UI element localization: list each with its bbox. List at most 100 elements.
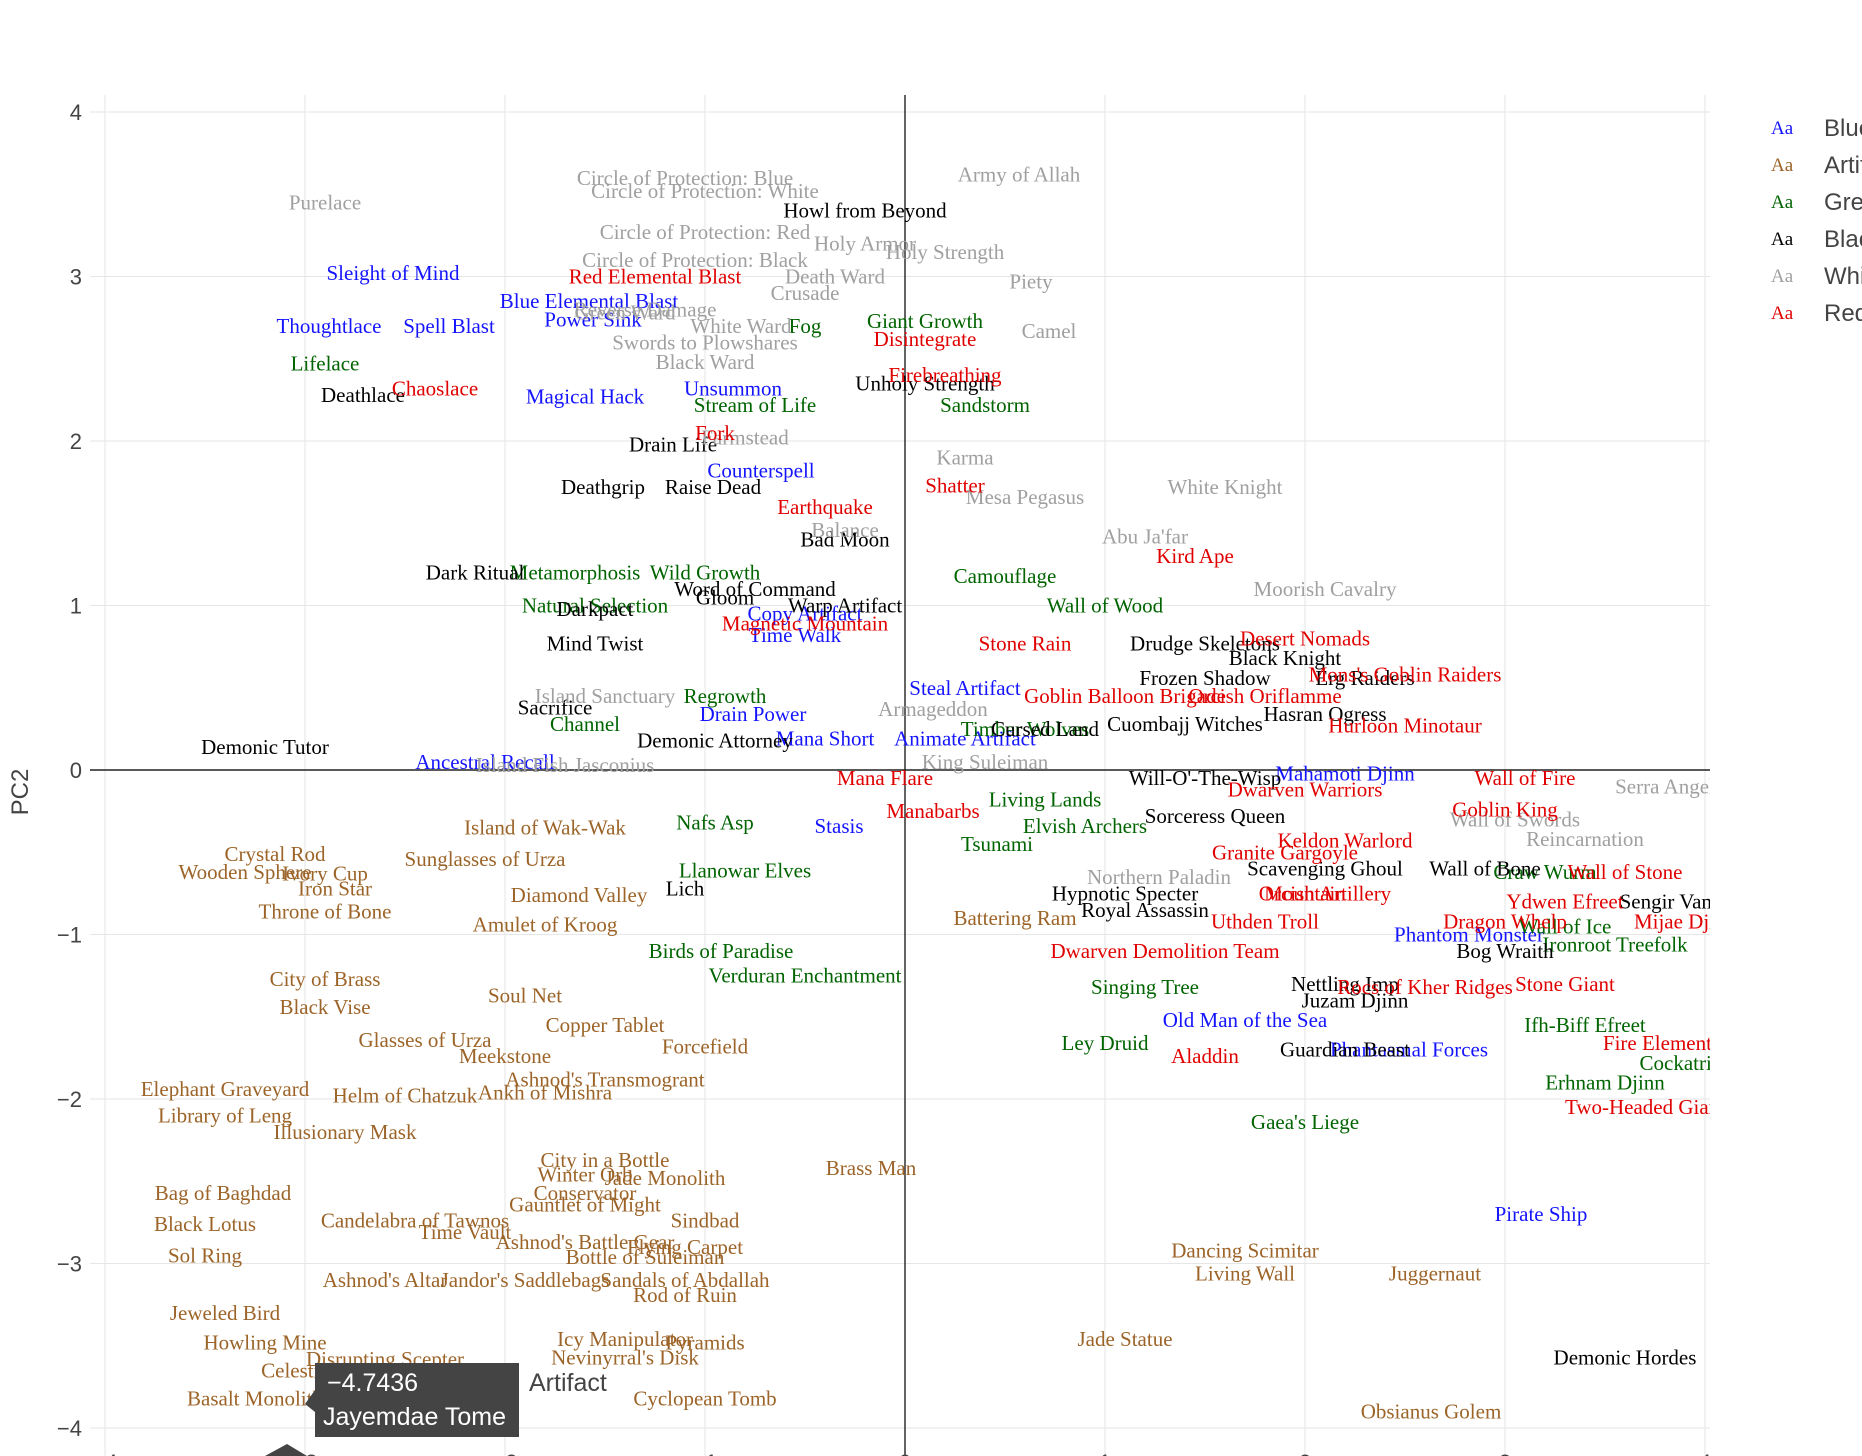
data-point-label[interactable]: Warp Artifact [788,594,903,618]
data-point-label[interactable]: Aladdin [1171,1044,1239,1068]
data-point-label[interactable]: Diamond Valley [511,883,648,907]
data-point-label[interactable]: Scavenging Ghoul [1247,857,1403,881]
data-point-label[interactable]: Mind Twist [547,631,644,655]
data-point-label[interactable]: Blue Elemental Blast [500,289,679,313]
data-point-label[interactable]: Mons's Goblin Raiders [1309,663,1502,687]
data-point-label[interactable]: Sorceress Queen [1145,804,1286,828]
data-point-label[interactable]: Drain Power [700,702,807,726]
data-point-label[interactable]: Balance [811,518,879,542]
data-point-label[interactable]: Magical Hack [526,385,645,409]
data-point-label[interactable]: Red Elemental Blast [569,265,742,289]
data-point-label[interactable]: Stasis [814,814,863,838]
data-point-label[interactable]: Sandals of Abdallah [600,1268,770,1292]
data-point-label[interactable]: Wild Growth [650,561,761,585]
data-point-label[interactable]: Time Vault [419,1220,512,1244]
data-point-label[interactable]: Orcish Artillery [1259,881,1392,905]
data-point-label[interactable]: Animate Artifact [894,727,1036,751]
data-point-label[interactable]: Gloom [696,585,754,609]
data-point-label[interactable]: Dark Ritual [426,561,525,585]
data-point-label[interactable]: Thoughtlace [277,314,382,338]
data-point-label[interactable]: Winter Orb [537,1163,632,1187]
data-point-label[interactable]: Ashnod's Transmogrant [505,1067,704,1091]
data-point-label[interactable]: Demonic Tutor [201,735,329,759]
data-point-label[interactable]: Living Wall [1195,1261,1295,1285]
data-point-label[interactable]: Icy Manipulator [557,1327,693,1351]
data-point-label[interactable]: Channel [550,712,620,736]
data-point-label[interactable]: Disintegrate [874,327,977,351]
data-point-label[interactable]: Nettling Imp [1291,972,1399,996]
data-point-label[interactable]: Soul Net [488,983,562,1007]
data-point-label[interactable]: Granite Gargoyle [1212,840,1358,864]
data-point-label[interactable]: Demonic Attorney [637,728,793,752]
data-point-label[interactable]: White Ward [690,314,792,338]
data-point-label[interactable]: Keldon Warlord [1278,829,1413,853]
data-point-label[interactable]: Kird Ape [1156,544,1234,568]
data-point-label[interactable]: Raise Dead [665,475,762,499]
data-point-label[interactable]: Gaea's Liege [1251,1110,1359,1134]
data-point-label[interactable]: Phantasmal Forces [1330,1038,1488,1062]
data-point-label[interactable]: Howl from Beyond [783,199,947,223]
data-point-label[interactable]: Ironroot Treefolk [1542,932,1688,956]
data-point-label[interactable]: Pirate Ship [1495,1202,1588,1226]
data-point-label[interactable]: Circle of Protection: Black [582,248,808,272]
data-point-label[interactable]: Glasses of Urza [359,1028,493,1052]
data-point-label[interactable]: Mijae Djinn [1634,909,1737,933]
data-point-label[interactable]: City in a Bottle [541,1148,670,1172]
data-point-label[interactable]: Mountain [1264,881,1346,905]
data-point-label[interactable]: Regrowth [684,684,767,708]
data-point-label[interactable]: Jade Monolith [605,1166,726,1190]
data-point-label[interactable]: Ancestral Recall [415,750,555,774]
data-point-label[interactable]: Elvish Archers [1023,814,1147,838]
data-point-label[interactable]: Bog Wraith [1456,939,1554,963]
legend-item-black[interactable]: Aa Black [1771,226,1862,253]
data-point-label[interactable]: Nafs Asp [676,811,754,835]
data-point-label[interactable]: Frozen Shadow [1139,666,1271,690]
data-point-label[interactable]: Fog [789,314,822,338]
data-point-label[interactable]: Stone Rain [979,631,1072,655]
data-point-label[interactable]: Ifh-Biff Efreet [1524,1013,1646,1037]
data-point-label[interactable]: Dragon Whelp [1443,909,1567,933]
data-point-label[interactable]: Karma [936,445,994,469]
data-point-label[interactable]: Unsummon [684,376,783,400]
series-black[interactable]: Deathlace Drain Life Deathgrip Raise Dead Da… [201,199,1750,1370]
data-point-label[interactable]: Bottle of Suleiman [566,1245,725,1269]
data-point-label[interactable]: Goblin King [1452,797,1558,821]
data-point-label[interactable]: Elephant Graveyard [141,1077,310,1101]
data-point-label[interactable]: Purelace [289,190,361,214]
data-point-label[interactable]: Circle of Protection: Red [600,220,811,244]
data-point-label[interactable]: Firebreathing [888,363,1002,387]
data-point-label[interactable]: Rocs of Kher Ridges [1337,975,1513,999]
data-point-label[interactable]: Crystal Rod [225,842,326,866]
data-point-label[interactable]: Verduran Enchantment [708,964,901,988]
data-point-label[interactable]: Counterspell [707,459,814,483]
data-point-label[interactable]: Word of Command [674,577,836,601]
data-point-label[interactable]: Iron Star [298,876,372,900]
legend[interactable]: Aa Blue Aa Artifact Aa Green Aa Black Aa White Aa R… [1771,115,1862,327]
data-point-label[interactable]: Desert Nomads [1240,626,1370,650]
data-point-label[interactable]: Island Fish Jasconius [476,753,655,777]
data-point-label[interactable]: Illusionary Mask [274,1120,417,1144]
data-point-label[interactable]: Hurloon Minotaur [1328,714,1481,738]
data-point-label[interactable]: Demonic Hordes [1554,1345,1697,1369]
data-point-label[interactable]: Battering Ram [953,906,1076,930]
data-point-label[interactable]: Darkpact [557,597,634,621]
data-point-label[interactable]: Circle of Protection: White [591,179,819,203]
data-point-label[interactable]: Rod of Ruin [633,1283,737,1307]
data-point-label[interactable]: Brass Man [826,1156,917,1180]
data-point-label[interactable]: Cockatrice [1640,1051,1731,1075]
data-point-label[interactable]: Jeweled Bird [170,1301,281,1325]
legend-item-artifact[interactable]: Aa Artifact [1771,152,1862,179]
data-point-label[interactable]: Jade Statue [1077,1327,1172,1351]
data-point-label[interactable]: Amulet of Kroog [473,913,618,937]
data-point-label[interactable]: Sindbad [671,1209,740,1233]
data-point-label[interactable]: Old Man of the Sea [1163,1008,1328,1032]
data-point-label[interactable]: Cursed Land [991,717,1099,741]
data-point-label[interactable]: Northern Paladin [1087,865,1232,889]
data-point-label[interactable]: Candelabra of Tawnos [321,1209,509,1233]
data-point-label[interactable]: Ley Druid [1062,1031,1149,1055]
data-point-label[interactable]: Holy Strength [886,240,1005,264]
data-point-label[interactable]: Bag of Baghdad [155,1181,292,1205]
data-point-label[interactable]: Two-Headed Giant [1565,1095,1725,1119]
data-point-label[interactable]: Howling Mine [203,1330,326,1354]
series-green[interactable]: Lifelace Metamorphosis Wild Growth Natural … [291,309,1731,1134]
